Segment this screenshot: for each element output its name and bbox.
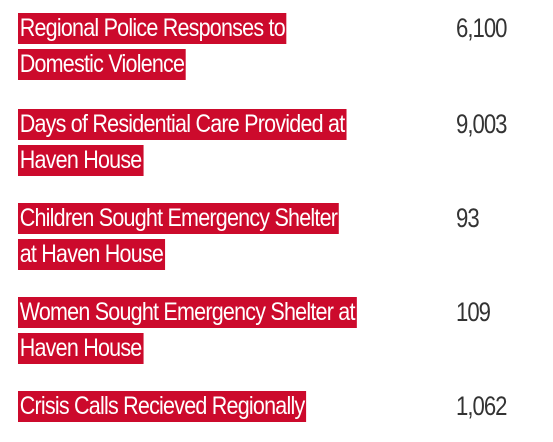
stat-label: Regional Police Responses to Domestic Vi… [18,10,358,82]
stat-value: 9,003 [456,109,507,139]
stat-label-text: Days of Residential Care Provided at Hav… [18,109,347,176]
stat-value: 109 [456,297,491,327]
stat-label-text: Children Sought Emergency Shelter at Hav… [18,203,339,270]
stat-label: Days of Residential Care Provided at Hav… [18,106,358,178]
stat-label-text: Crisis Calls Recieved Regionally [18,391,307,422]
stat-value: 93 [456,203,480,233]
stat-label-text: Women Sought Emergency Shelter at Haven … [18,297,357,364]
stat-label: Women Sought Emergency Shelter at Haven … [18,294,358,366]
stat-label: Children Sought Emergency Shelter at Hav… [18,200,358,272]
stat-label-text: Regional Police Responses to Domestic Vi… [18,13,287,80]
stat-value: 6,100 [456,13,507,43]
stat-value: 1,062 [456,391,507,421]
stat-label: Crisis Calls Recieved Regionally [18,388,358,424]
